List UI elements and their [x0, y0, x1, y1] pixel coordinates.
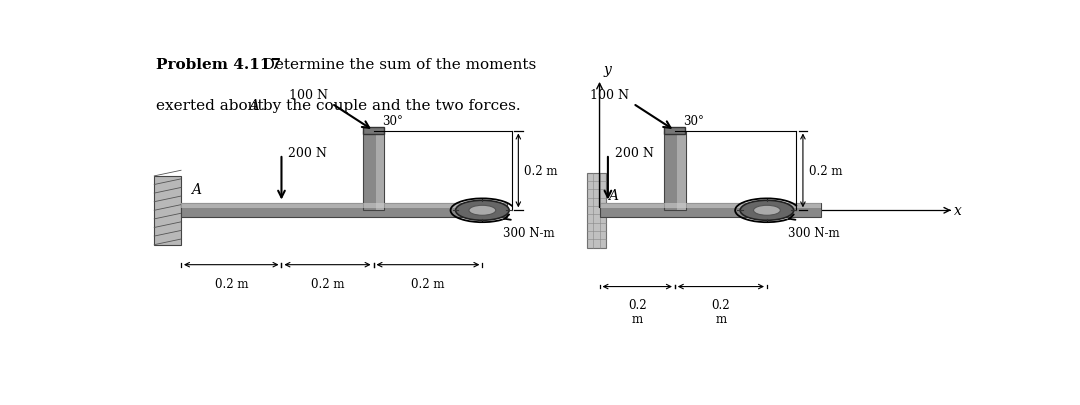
Text: 200 N: 200 N: [288, 147, 327, 160]
Polygon shape: [181, 204, 508, 217]
Text: by the couple and the two forces.: by the couple and the two forces.: [258, 98, 521, 113]
Text: 100 N: 100 N: [288, 89, 327, 102]
Text: 100 N: 100 N: [590, 89, 629, 102]
Polygon shape: [181, 204, 508, 209]
Text: m: m: [715, 312, 727, 325]
Polygon shape: [376, 131, 384, 211]
Text: 300 N-m: 300 N-m: [788, 226, 839, 239]
Text: 0.2 m: 0.2 m: [215, 278, 248, 291]
Text: 0.2: 0.2: [712, 298, 730, 311]
Circle shape: [740, 201, 794, 221]
Text: 300 N-m: 300 N-m: [503, 226, 555, 239]
Polygon shape: [154, 177, 181, 245]
Polygon shape: [363, 127, 384, 135]
Text: m: m: [632, 312, 643, 325]
Text: Problem 4.117: Problem 4.117: [156, 58, 281, 72]
Text: exerted about: exerted about: [156, 98, 269, 113]
Text: 200 N: 200 N: [615, 147, 653, 160]
Text: 0.2: 0.2: [627, 298, 647, 311]
Text: 0.2 m: 0.2 m: [311, 278, 345, 291]
Text: Determine the sum of the moments: Determine the sum of the moments: [248, 58, 537, 72]
Circle shape: [469, 206, 496, 216]
Text: 0.2 m: 0.2 m: [411, 278, 445, 291]
Polygon shape: [677, 131, 686, 211]
Text: A: A: [191, 183, 201, 197]
Text: 30°: 30°: [684, 115, 704, 128]
Polygon shape: [363, 131, 384, 211]
Polygon shape: [599, 204, 821, 217]
Text: y: y: [604, 63, 611, 77]
Text: A: A: [248, 98, 259, 113]
Polygon shape: [588, 173, 606, 248]
Text: 0.2 m: 0.2 m: [524, 164, 557, 177]
Polygon shape: [664, 131, 686, 211]
Text: A: A: [608, 189, 618, 203]
Text: 30°: 30°: [382, 115, 403, 128]
Text: x: x: [954, 204, 961, 218]
Polygon shape: [664, 127, 686, 135]
Circle shape: [754, 206, 781, 216]
Circle shape: [456, 201, 509, 221]
Polygon shape: [599, 204, 821, 209]
Text: 0.2 m: 0.2 m: [809, 164, 842, 177]
